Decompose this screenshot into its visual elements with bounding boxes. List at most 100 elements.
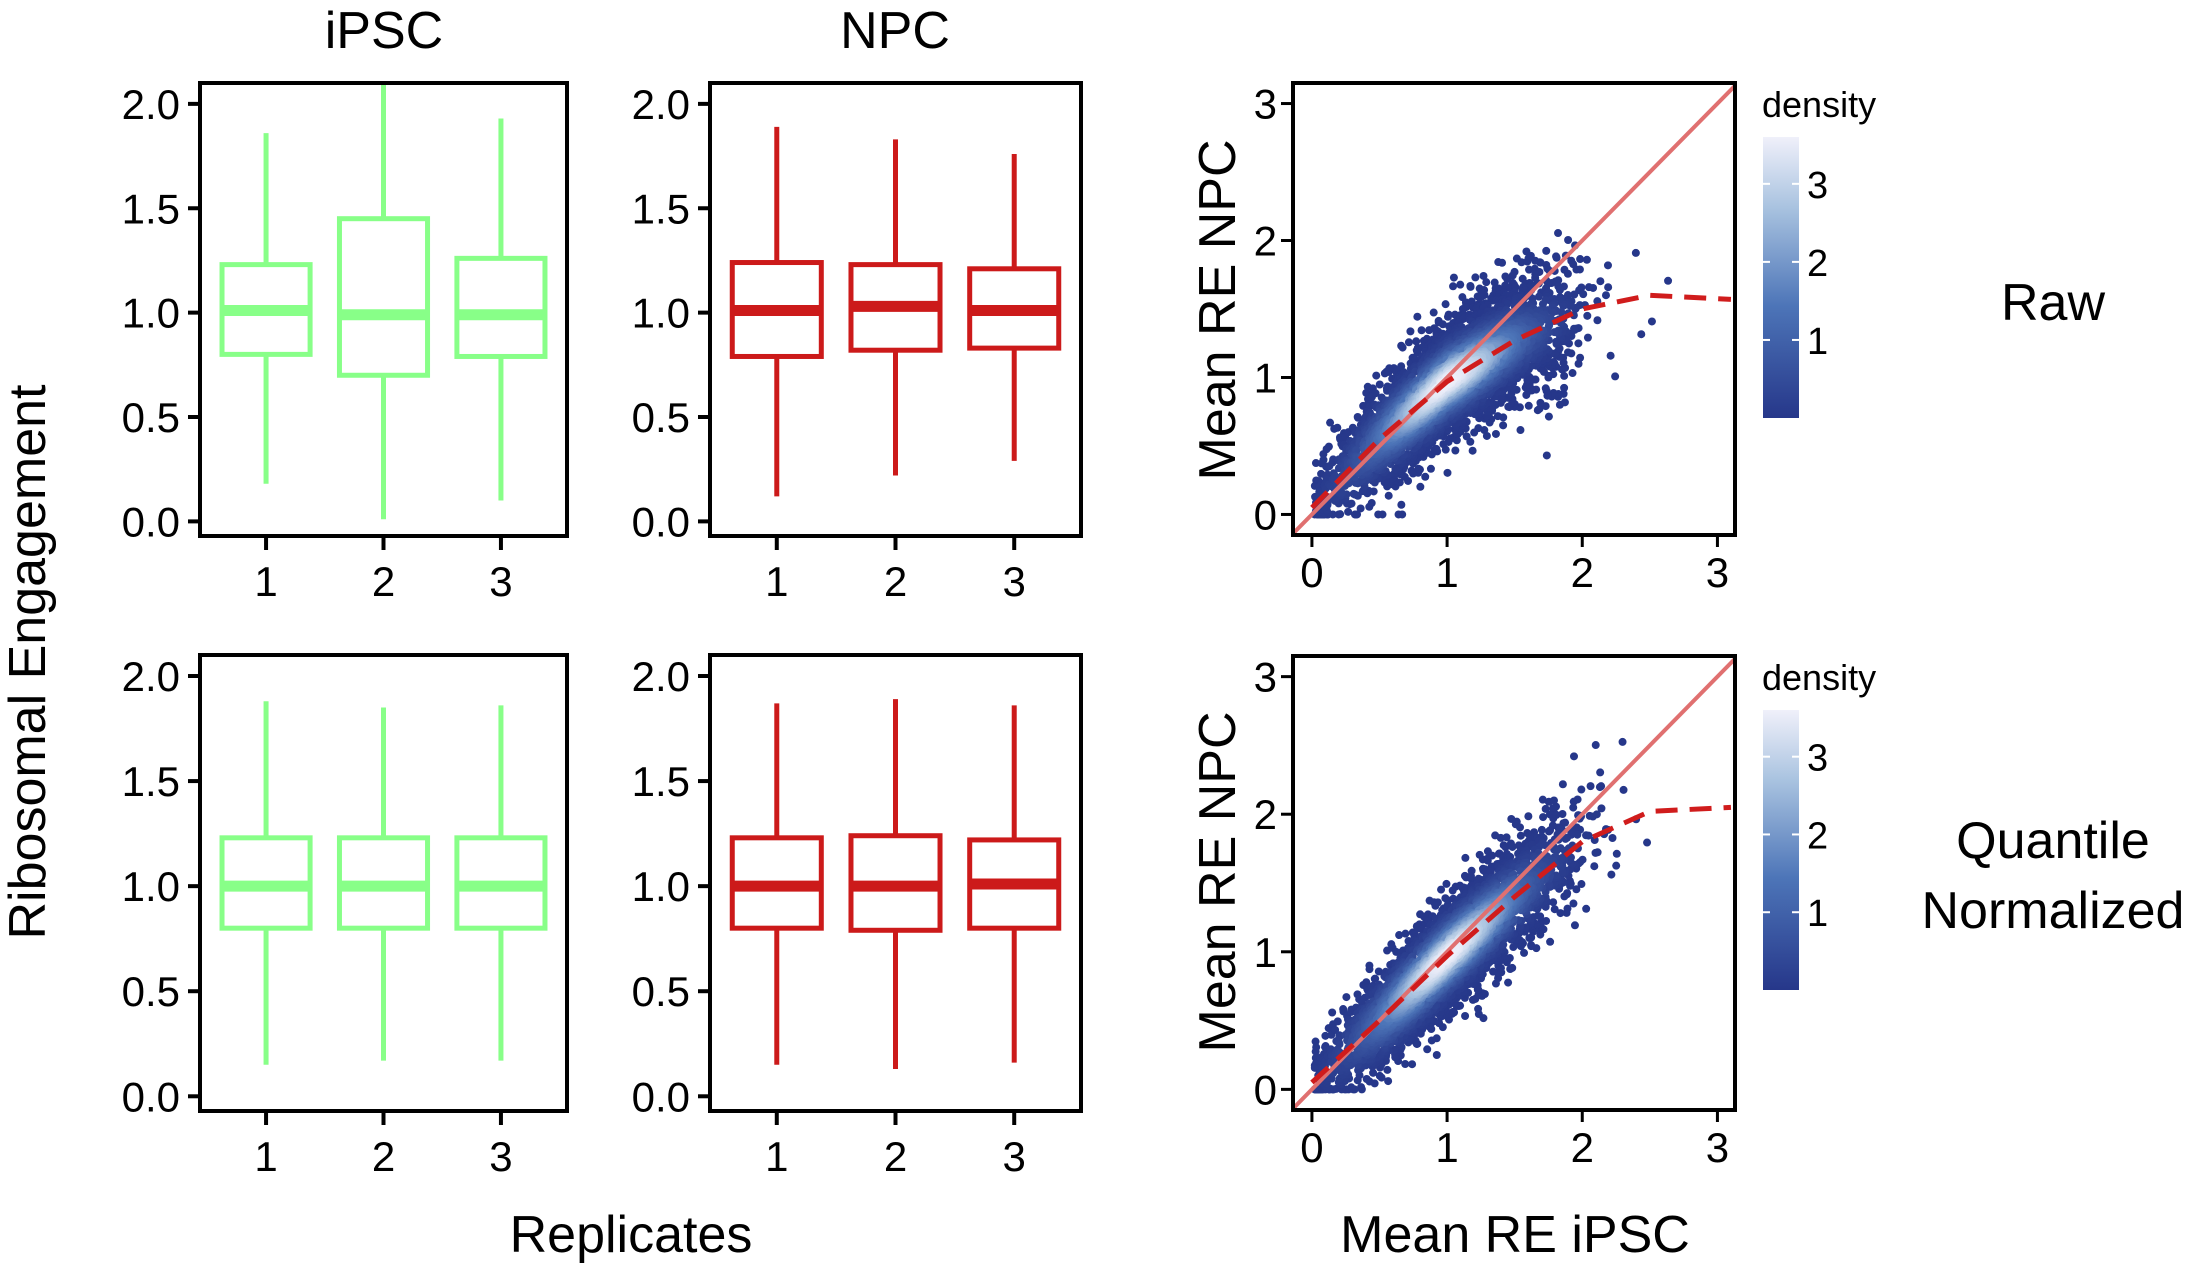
scatter-point: [1552, 846, 1561, 855]
box: [454, 255, 548, 359]
scatter-point: [1498, 258, 1507, 267]
scatter-point: [1311, 1047, 1320, 1056]
scatter-point: [1583, 333, 1592, 342]
scatter-point: [1601, 291, 1610, 300]
scatter-point: [1549, 814, 1558, 823]
scatter-point: [1576, 353, 1585, 362]
scatter-point: [1552, 871, 1561, 880]
scatter-point: [1538, 795, 1547, 804]
scatter-point: [1466, 282, 1475, 291]
scatter-point: [1590, 862, 1599, 871]
scatter-point: [1333, 423, 1342, 432]
scatter-point: [1586, 782, 1595, 791]
scatter-point: [1523, 257, 1532, 266]
scatter-point: [1563, 269, 1572, 278]
scatter-point: [1604, 283, 1613, 292]
scatter-point: [1474, 424, 1483, 433]
x-axis-label-scatter: Mean RE iPSC: [1340, 1206, 1690, 1264]
boxplot-panel: 0.00.51.01.52.01 2 3: [632, 653, 1083, 1180]
scatter-point: [1401, 1059, 1410, 1068]
scatter-point: [1471, 273, 1480, 282]
scatter-point: [1558, 809, 1567, 818]
scatter-point: [1499, 421, 1508, 430]
scatter-point: [1536, 398, 1545, 407]
y-tick-label: 2.0: [122, 81, 180, 128]
scatter-point: [1583, 311, 1592, 320]
scatter-point: [1541, 804, 1550, 813]
scatter-point: [1505, 283, 1514, 292]
y-tick-label: 2.0: [122, 653, 180, 700]
scatter-point: [1506, 852, 1515, 861]
scatter-point: [1570, 324, 1579, 333]
scatter-point: [1362, 978, 1371, 987]
y-tick-label: 2.0: [632, 81, 690, 128]
scatter-point: [1451, 446, 1460, 455]
title-npc: NPC: [840, 2, 950, 60]
scatter-point: [1372, 371, 1381, 380]
scatter-point: [1334, 510, 1343, 519]
scatter-point: [1516, 831, 1525, 840]
scatter-point: [1468, 446, 1477, 455]
scatter-point: [1552, 337, 1561, 346]
scatter-point: [1611, 372, 1620, 381]
y-tick-label: 1.5: [122, 758, 180, 805]
scatter-point: [1550, 905, 1559, 914]
scatter-point: [1590, 836, 1599, 845]
scatter-point: [1491, 429, 1500, 438]
scatter-point: [1544, 827, 1553, 836]
scatter-point: [1549, 898, 1558, 907]
y-tick-label: 1.0: [632, 290, 690, 337]
scatter-point: [1582, 904, 1591, 913]
scatter-point: [1573, 830, 1582, 839]
row-label-normalized: Normalized: [1922, 882, 2185, 940]
scatter-point: [1461, 1012, 1470, 1021]
colorbar-tick-label: 3: [1807, 165, 1828, 207]
scatter-point: [1407, 466, 1416, 475]
scatter-point: [1430, 445, 1439, 454]
x-tick-label: 1: [1435, 549, 1458, 596]
y-tick-label: 3: [1254, 81, 1277, 128]
scatter-point: [1352, 446, 1361, 455]
panel-border: [708, 653, 1083, 1113]
x-tick-label: 1: [254, 558, 277, 605]
scatter-point: [1449, 282, 1458, 291]
box: [336, 216, 431, 378]
scatter-point: [1401, 929, 1410, 938]
scatter-point: [1577, 880, 1586, 889]
scatter-point: [1344, 507, 1353, 516]
scatter-point: [1593, 316, 1602, 325]
scatter-point: [1643, 838, 1652, 847]
scatter-point: [1448, 886, 1457, 895]
scatter-point: [1612, 861, 1621, 870]
scatter-point: [1395, 931, 1404, 940]
scatter-point: [1384, 1077, 1393, 1086]
x-tick-label: 2: [884, 1133, 907, 1180]
scatter-point: [1525, 934, 1534, 943]
scatter-point: [1597, 804, 1606, 813]
scatter-point: [1443, 468, 1452, 477]
scatter-point: [1404, 338, 1413, 347]
scatter-point: [1549, 796, 1558, 805]
scatter-point: [1508, 842, 1517, 851]
boxplot-panel: 0.00.51.01.52.01 2 3: [632, 81, 1083, 605]
x-tick-label: 1: [254, 1133, 277, 1180]
scatter-point: [1456, 280, 1465, 289]
scatter-point: [1584, 283, 1593, 292]
scatter-point: [1350, 510, 1359, 519]
scatter-point: [1371, 389, 1380, 398]
panel-border: [198, 653, 569, 1113]
scatter-point: [1411, 355, 1420, 364]
scatter-point: [1432, 1051, 1441, 1060]
scatter-point: [1527, 941, 1536, 950]
scatter-point: [1664, 276, 1673, 285]
scatter-point: [1537, 825, 1546, 834]
scatter-point: [1591, 848, 1600, 857]
scatter-point: [1462, 432, 1471, 441]
y-tick-label: 0.5: [632, 394, 690, 441]
scatter-point: [1365, 965, 1374, 974]
colorbar-tick-label: 2: [1807, 243, 1828, 285]
scatter-point: [1606, 351, 1615, 360]
scatter-point: [1554, 229, 1563, 238]
scatter-point: [1596, 277, 1605, 286]
